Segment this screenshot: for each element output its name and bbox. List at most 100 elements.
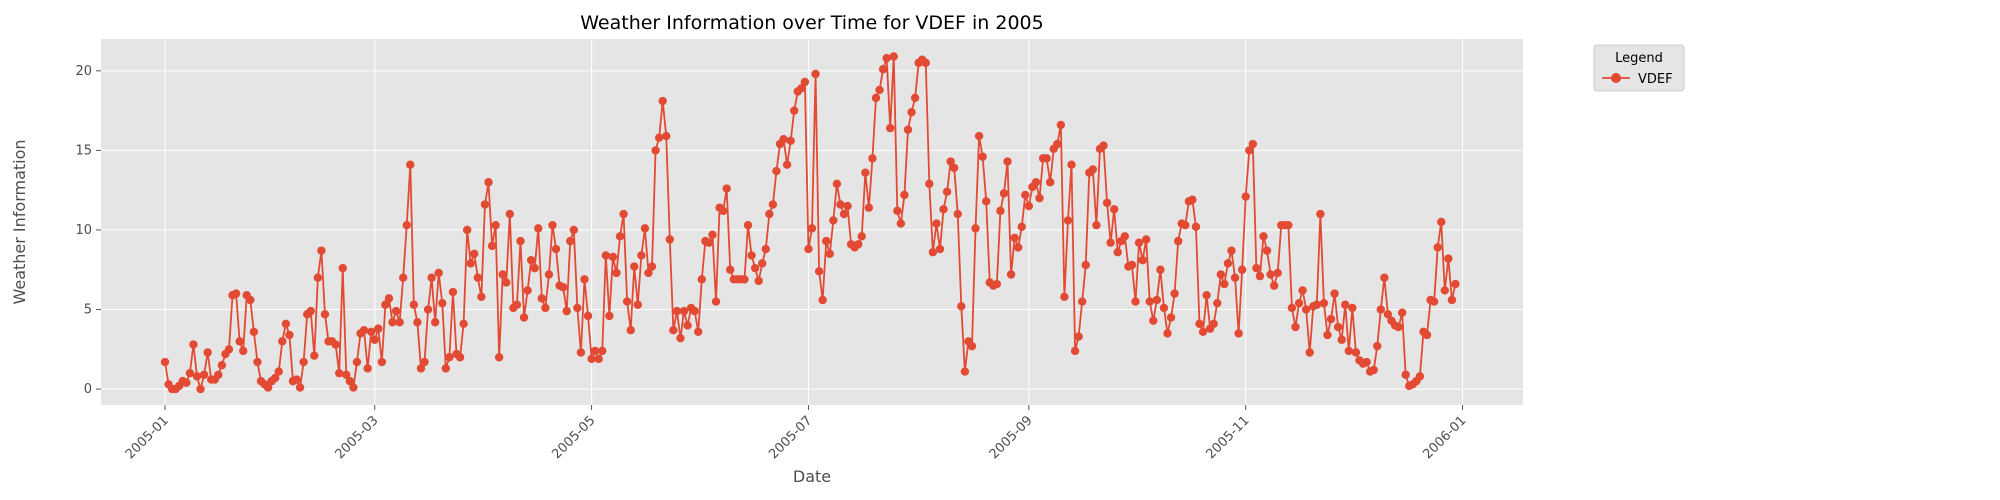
data-point <box>676 333 685 343</box>
data-point <box>430 318 440 327</box>
data-point <box>1042 154 1051 163</box>
data-point <box>1188 195 1197 204</box>
data-point <box>1181 220 1190 230</box>
data-point <box>1031 178 1041 187</box>
data-point <box>505 209 515 219</box>
data-point <box>349 383 358 392</box>
data-point <box>1323 330 1332 340</box>
data-point <box>1021 190 1030 200</box>
data-point <box>1337 335 1346 344</box>
y-tick-label: 20 <box>75 64 92 79</box>
data-point <box>1013 243 1023 252</box>
data-point <box>1109 205 1119 214</box>
data-point <box>630 262 639 271</box>
legend-entry-vdef: VDEF <box>1638 72 1673 87</box>
data-point <box>1344 346 1354 356</box>
data-point <box>203 348 212 357</box>
data-point <box>1262 246 1272 255</box>
data-point <box>598 346 607 356</box>
data-point <box>1330 289 1339 298</box>
data-point <box>718 206 728 216</box>
data-point <box>551 244 561 254</box>
data-point <box>1316 209 1325 219</box>
data-point <box>1369 365 1378 375</box>
data-point <box>754 276 763 286</box>
x-tick-label: 2005-11 <box>1204 413 1253 462</box>
data-point <box>1216 270 1226 279</box>
data-point <box>345 376 355 386</box>
data-point <box>747 251 756 260</box>
data-point <box>697 275 706 284</box>
data-point <box>199 370 209 379</box>
data-point <box>583 311 593 321</box>
data-point <box>377 357 387 367</box>
data-point <box>953 209 962 219</box>
data-point <box>992 279 1002 289</box>
data-point <box>384 294 394 303</box>
data-point <box>864 203 874 212</box>
data-point <box>811 69 820 79</box>
data-point <box>814 267 824 276</box>
x-axis-ticks: 2005-01 2005-03 2005-05 2005-07 2005-09 2005-… <box>123 405 1469 462</box>
y-tick-label: 10 <box>75 223 92 238</box>
data-point <box>836 200 845 209</box>
data-point <box>366 327 376 336</box>
data-point <box>967 341 977 351</box>
data-point <box>939 205 948 214</box>
data-point <box>477 292 486 301</box>
data-point <box>480 200 490 209</box>
data-point <box>1376 305 1386 314</box>
data-point <box>932 219 941 228</box>
data-point <box>1138 255 1147 265</box>
data-point <box>640 224 650 233</box>
data-point <box>1220 279 1229 289</box>
chart-title: Weather Information over Time for VDEF i… <box>580 12 1044 34</box>
data-point <box>246 295 255 305</box>
data-point <box>1195 319 1204 329</box>
data-point <box>1102 198 1112 208</box>
data-point <box>569 225 579 235</box>
data-point <box>1152 295 1162 305</box>
data-point <box>470 249 479 259</box>
data-point <box>608 252 618 262</box>
data-point <box>605 311 614 321</box>
data-point <box>971 224 980 233</box>
data-point <box>1269 281 1279 290</box>
data-point <box>548 220 557 230</box>
x-tick-label: 2005-03 <box>333 413 382 462</box>
data-point <box>313 273 323 282</box>
data-point <box>1170 289 1179 298</box>
y-axis-label: Weather Information <box>10 139 29 304</box>
data-point <box>381 300 390 309</box>
data-point <box>1156 265 1165 274</box>
data-point <box>231 289 241 298</box>
data-point <box>1248 139 1258 149</box>
data-point <box>270 373 280 383</box>
data-point <box>1241 192 1250 201</box>
data-point <box>331 340 340 349</box>
data-point <box>537 294 547 303</box>
data-point <box>224 345 234 354</box>
data-point <box>822 236 831 246</box>
data-point <box>580 275 589 284</box>
data-point <box>662 131 671 141</box>
data-point <box>398 273 408 282</box>
data-point <box>1092 220 1101 230</box>
data-point <box>299 357 308 367</box>
data-point <box>462 225 472 235</box>
data-point <box>1166 313 1176 322</box>
data-point <box>498 270 507 279</box>
data-point <box>306 306 315 316</box>
data-point <box>573 303 582 313</box>
data-point <box>590 346 600 356</box>
data-point <box>907 108 916 117</box>
data-point <box>619 209 628 219</box>
data-point <box>1120 232 1130 241</box>
data-point <box>438 298 447 308</box>
data-point <box>395 318 404 327</box>
data-point <box>903 125 913 134</box>
data-point <box>782 160 792 169</box>
data-point <box>1077 297 1087 306</box>
data-point <box>406 160 415 169</box>
data-point <box>1081 260 1090 270</box>
